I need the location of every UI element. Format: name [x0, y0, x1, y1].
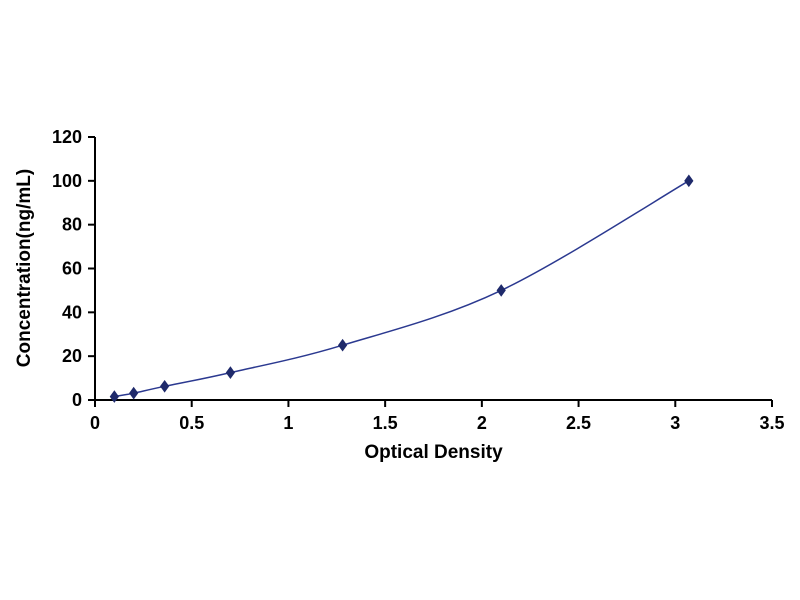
data-point-marker — [109, 390, 119, 403]
data-point-marker — [129, 386, 139, 400]
y-tick-label: 80 — [62, 215, 82, 235]
x-tick-label: 2.5 — [566, 413, 591, 433]
x-tick-label: 1.5 — [373, 413, 398, 433]
x-tick-label: 0 — [90, 413, 100, 433]
x-tick-label: 3 — [670, 413, 680, 433]
data-point-marker — [337, 338, 348, 352]
x-tick-label: 0.5 — [179, 413, 204, 433]
x-axis-label: Optical Density — [364, 442, 503, 463]
data-point-marker — [225, 366, 236, 379]
data-point-marker — [684, 174, 694, 188]
data-point-marker — [160, 379, 170, 393]
y-axis-label: Concentration(ng/mL) — [14, 168, 35, 368]
y-tick-label: 40 — [62, 302, 82, 322]
y-tick-label: 100 — [52, 171, 82, 191]
x-tick-label: 2 — [477, 413, 487, 433]
x-tick-label: 1 — [283, 413, 293, 433]
y-tick-label: 0 — [72, 390, 82, 410]
x-tick-label: 3.5 — [759, 413, 784, 433]
data-point-marker — [496, 284, 506, 297]
y-tick-label: 20 — [62, 346, 82, 366]
y-tick-label: 120 — [52, 127, 82, 147]
standard-curve-line — [114, 180, 690, 398]
y-tick-label: 60 — [62, 259, 82, 279]
